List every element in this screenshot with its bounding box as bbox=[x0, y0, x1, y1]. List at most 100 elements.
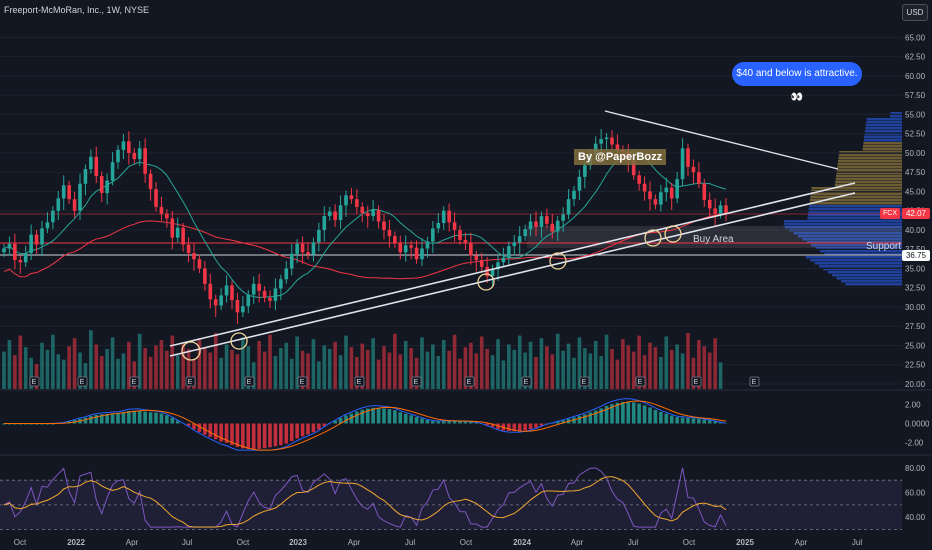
moving-average-fast bbox=[3, 151, 727, 298]
volume-profile-bar bbox=[827, 271, 902, 274]
time-tick-label: Oct bbox=[460, 538, 473, 547]
volume-profile-bar bbox=[838, 154, 902, 157]
candle-body bbox=[7, 243, 12, 249]
macd-histogram-bar bbox=[669, 415, 674, 424]
candle-body bbox=[490, 269, 495, 277]
macd-histogram-bar bbox=[219, 423, 223, 442]
macd-histogram-bar bbox=[94, 414, 99, 424]
time-tick-label: Jul bbox=[182, 538, 192, 547]
volume-bar bbox=[83, 363, 88, 389]
volume-profile-bar bbox=[866, 118, 902, 121]
macd-histogram-bar bbox=[99, 414, 104, 424]
volume-profile-bar bbox=[863, 139, 902, 142]
volume-bar bbox=[89, 330, 93, 389]
macd-histogram-bar bbox=[273, 423, 278, 447]
volume-profile-bar bbox=[865, 130, 902, 133]
candle-body bbox=[110, 162, 115, 181]
volume-bar bbox=[333, 341, 337, 389]
volume-bar bbox=[18, 335, 23, 389]
volume-bar bbox=[599, 356, 603, 389]
volume-bar bbox=[257, 340, 261, 389]
candle-body bbox=[327, 211, 332, 217]
earnings-marker: E bbox=[467, 379, 472, 386]
volume-bar bbox=[192, 359, 196, 389]
volume-profile-bar bbox=[798, 235, 902, 238]
macd-histogram-bar bbox=[257, 423, 261, 449]
macd-histogram-bar bbox=[474, 422, 479, 424]
macd-histogram-bar bbox=[268, 423, 272, 448]
macd-histogram-bar bbox=[680, 417, 685, 424]
candle-body bbox=[382, 221, 386, 230]
volume-bar bbox=[485, 348, 489, 389]
candle-body bbox=[463, 239, 468, 244]
volume-bar bbox=[382, 346, 386, 389]
macd-histogram-bar bbox=[441, 421, 446, 424]
candle-body bbox=[137, 148, 142, 160]
candle-body bbox=[702, 183, 707, 200]
volume-bar bbox=[409, 348, 413, 389]
volume-bar bbox=[175, 355, 180, 389]
author-label: By @PaperBozz bbox=[574, 149, 667, 165]
volume-bar bbox=[45, 349, 50, 389]
macd-histogram-bar bbox=[365, 408, 370, 424]
volume-bar bbox=[593, 340, 598, 389]
earnings-marker: E bbox=[357, 379, 362, 386]
volume-profile-bar bbox=[836, 169, 902, 172]
volume-bar bbox=[458, 358, 462, 389]
volume-profile-bar bbox=[808, 211, 902, 214]
volume-bar bbox=[572, 357, 576, 389]
volume-bar bbox=[697, 340, 701, 389]
macd-histogram-bar bbox=[230, 423, 234, 446]
macd-histogram-bar bbox=[241, 423, 245, 449]
candle-body bbox=[230, 285, 234, 301]
rsi-tick-label: 80.00 bbox=[905, 464, 926, 473]
macd-histogram-bar bbox=[338, 417, 343, 424]
candle-body bbox=[67, 185, 71, 200]
volume-bar bbox=[51, 334, 55, 389]
macd-histogram-bar bbox=[246, 423, 251, 450]
macd-histogram-bar bbox=[648, 407, 652, 424]
volume-profile-bar bbox=[838, 157, 902, 160]
candle-body bbox=[566, 199, 571, 215]
macd-histogram-bar bbox=[675, 417, 679, 424]
earnings-marker-box bbox=[29, 376, 40, 387]
volume-profile-bar bbox=[824, 253, 902, 256]
volume-bar bbox=[159, 340, 164, 389]
candle-body bbox=[593, 143, 598, 154]
candle-body bbox=[431, 228, 435, 242]
macd-histogram-bar bbox=[431, 420, 435, 424]
volume-bar bbox=[376, 359, 381, 389]
earnings-marker: E bbox=[694, 379, 699, 386]
candle-body bbox=[376, 209, 381, 222]
volume-bar bbox=[463, 347, 468, 389]
macd-histogram-bar bbox=[507, 423, 511, 432]
touch-circle bbox=[549, 252, 567, 270]
volume-profile-bar bbox=[864, 136, 902, 139]
candle-body bbox=[572, 190, 576, 200]
volume-bar bbox=[631, 351, 636, 389]
volume-bar bbox=[322, 345, 327, 389]
volume-bar bbox=[40, 342, 44, 389]
macd-histogram-bar bbox=[686, 418, 690, 424]
volume-bar bbox=[680, 353, 685, 389]
volume-bar bbox=[99, 356, 104, 389]
price-tick-label: 45.00 bbox=[905, 187, 926, 196]
candle-body bbox=[289, 253, 294, 269]
candle-body bbox=[72, 199, 77, 211]
candle-body bbox=[51, 210, 55, 223]
candle-body bbox=[539, 216, 544, 227]
touch-circle bbox=[477, 273, 495, 291]
volume-profile bbox=[783, 112, 902, 286]
macd-histogram-bar bbox=[702, 419, 707, 424]
candle-body bbox=[338, 205, 343, 220]
currency-button[interactable]: USD bbox=[902, 4, 928, 21]
time-tick-label: Apr bbox=[348, 538, 361, 547]
candle-body bbox=[94, 156, 99, 177]
macd-histogram-bar bbox=[213, 423, 218, 440]
macd-histogram-bar bbox=[311, 423, 316, 433]
volume-profile-bar bbox=[841, 280, 902, 283]
candle-body bbox=[599, 139, 603, 144]
volume-bar bbox=[355, 356, 359, 389]
time-tick-label: 2024 bbox=[513, 538, 531, 547]
time-tick-label: Oct bbox=[14, 538, 27, 547]
